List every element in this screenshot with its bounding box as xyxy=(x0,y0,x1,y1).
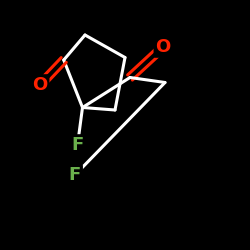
Text: O: O xyxy=(156,38,170,56)
Text: F: F xyxy=(72,136,84,154)
Text: O: O xyxy=(32,76,48,94)
Text: F: F xyxy=(69,166,81,184)
